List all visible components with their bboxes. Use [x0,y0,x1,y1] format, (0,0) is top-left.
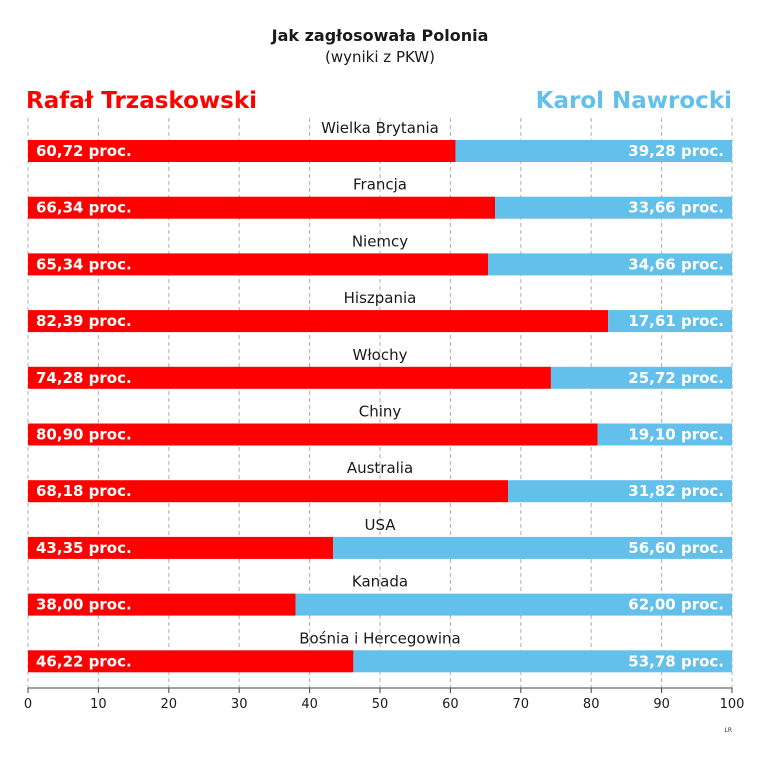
value-label-nawrocki: 33,66 proc. [628,199,724,217]
value-label-nawrocki: 25,72 proc. [628,369,724,387]
bar-trzaskowski [28,310,609,333]
x-tick-label: 20 [161,697,178,712]
x-tick-label: 40 [301,697,318,712]
bar-trzaskowski [28,480,508,503]
value-label-nawrocki: 53,78 proc. [628,652,724,670]
category-label: Australia [347,459,413,477]
x-tick-label: 10 [90,697,107,712]
category-label: Chiny [359,403,402,421]
value-label-trzaskowski: 43,35 proc. [36,539,132,557]
bar-trzaskowski [28,196,496,219]
category-label: Wielka Brytania [321,119,439,137]
bar-trzaskowski [28,536,334,559]
x-tick-label: 30 [231,697,248,712]
bar-nawrocki [353,650,732,673]
value-label-trzaskowski: 65,34 proc. [36,255,132,273]
value-label-trzaskowski: 38,00 proc. [36,596,132,614]
x-tick-label: 0 [24,697,32,712]
bar-trzaskowski [28,253,488,276]
bar-nawrocki [597,423,732,446]
legend-trzaskowski: Rafał Trzaskowski [26,88,257,114]
value-label-trzaskowski: 80,90 proc. [36,426,132,444]
bar-nawrocki [495,196,732,219]
value-label-trzaskowski: 74,28 proc. [36,369,132,387]
value-label-trzaskowski: 60,72 proc. [36,142,132,160]
bar-nawrocki [550,366,732,389]
category-label: Włochy [353,346,408,364]
x-tick-label: 60 [442,697,459,712]
bar-trzaskowski [28,366,551,389]
bar-trzaskowski [28,423,598,446]
bar-trzaskowski [28,593,296,616]
value-label-nawrocki: 19,10 proc. [628,426,724,444]
x-tick-label: 90 [653,697,670,712]
value-label-trzaskowski: 68,18 proc. [36,482,132,500]
value-label-trzaskowski: 66,34 proc. [36,199,132,217]
legend-nawrocki: Karol Nawrocki [535,88,732,114]
bar-nawrocki [455,140,732,162]
value-label-trzaskowski: 46,22 proc. [36,652,132,670]
category-label: Francja [353,176,407,194]
value-label-nawrocki: 31,82 proc. [628,482,724,500]
x-tick-label: 80 [583,697,600,712]
bar-nawrocki [507,480,732,503]
category-label: Niemcy [352,232,408,250]
x-tick-label: 50 [372,697,389,712]
category-label: Bośnia i Hercegowina [299,629,461,647]
bar-trzaskowski [28,650,354,673]
bar-nawrocki [608,310,732,333]
x-tick-label: 70 [513,697,530,712]
bar-nawrocki [295,593,732,616]
value-label-nawrocki: 39,28 proc. [628,142,724,160]
value-label-nawrocki: 34,66 proc. [628,255,724,273]
credit-mark: LR [724,727,732,734]
category-label: Kanada [352,573,408,591]
chart-title: Jak zagłosowała Polonia [271,26,489,45]
x-tick-label: 100 [720,697,745,712]
value-label-nawrocki: 62,00 proc. [628,596,724,614]
bar-trzaskowski [28,140,456,162]
value-label-nawrocki: 17,61 proc. [628,312,724,330]
category-label: USA [364,516,396,534]
value-label-nawrocki: 56,60 proc. [628,539,724,557]
category-label: Hiszpania [344,289,417,307]
chart-subtitle: (wyniki z PKW) [325,48,435,66]
bar-nawrocki [333,536,732,559]
bar-nawrocki [487,253,732,276]
value-label-trzaskowski: 82,39 proc. [36,312,132,330]
